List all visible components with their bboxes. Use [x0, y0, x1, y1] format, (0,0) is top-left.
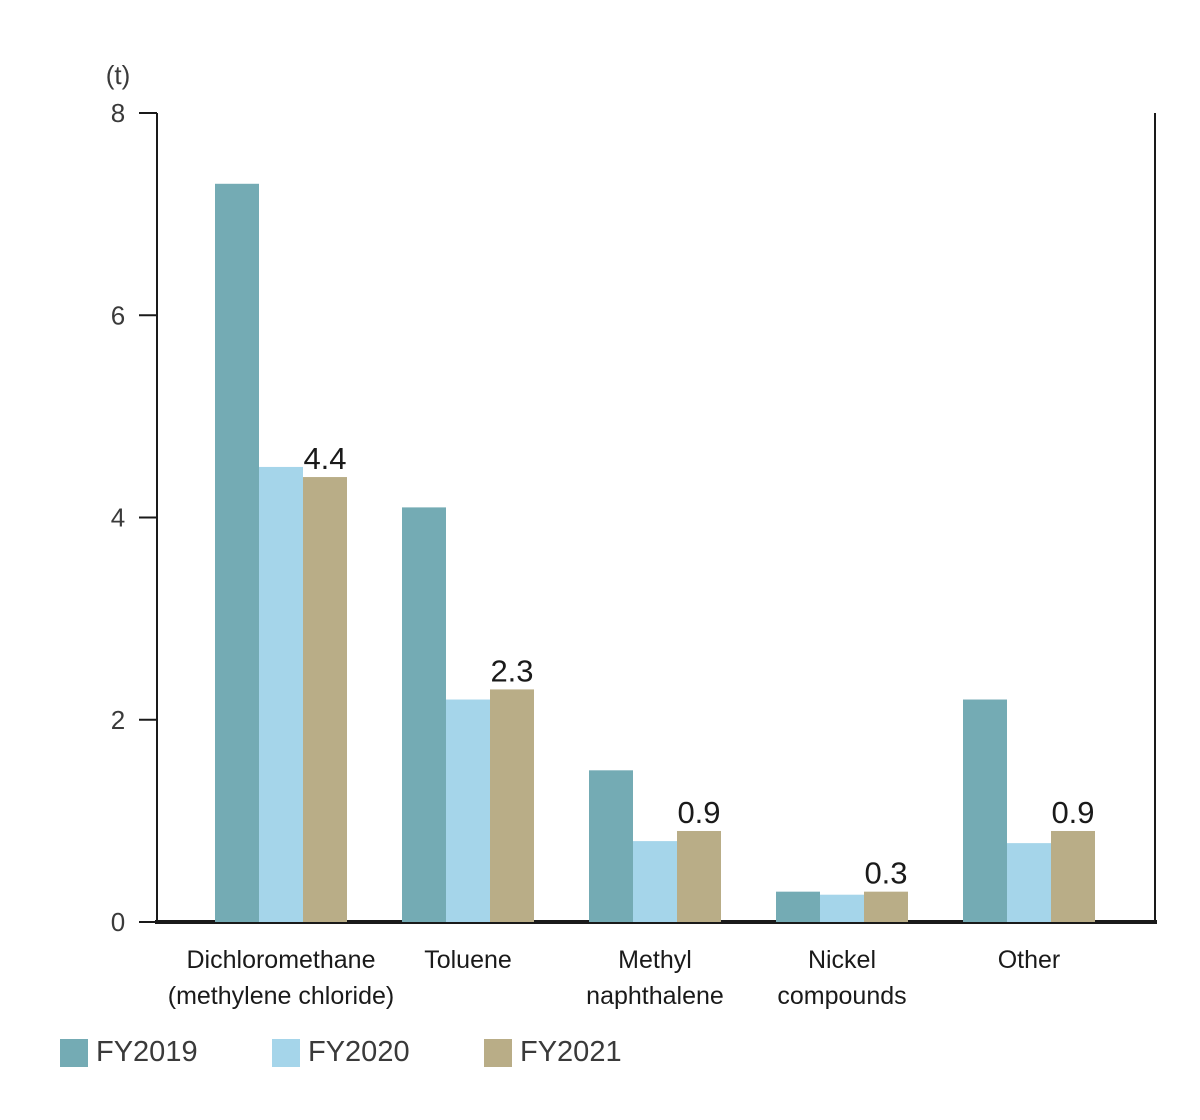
y-tick-label: 4: [111, 503, 125, 533]
bar-fy2019-4: [963, 699, 1007, 922]
category-labels: Dichloromethane (methylene chloride) Tolue…: [168, 946, 1061, 1010]
category-label: Dichloromethane: [187, 946, 376, 974]
category-label: Toluene: [424, 946, 512, 974]
legend-label: FY2021: [520, 1036, 622, 1068]
category-label: Nickel: [808, 946, 876, 974]
legend-label: FY2020: [308, 1036, 410, 1068]
bar-fy2020-1: [446, 699, 490, 922]
category-label: (methylene chloride): [168, 982, 395, 1010]
category-label: Methyl: [618, 946, 692, 974]
legend-item-fy2020: FY2020: [272, 1036, 484, 1069]
legend-swatch: [484, 1038, 512, 1067]
y-tick-label: 0: [111, 907, 125, 937]
y-tick-label: 6: [111, 300, 125, 330]
data-label: 0.3: [864, 856, 907, 891]
legend-item-fy2021: FY2021: [484, 1036, 696, 1069]
category-label: compounds: [777, 982, 906, 1010]
legend-swatch: [60, 1038, 88, 1067]
legend-label: FY2019: [96, 1036, 198, 1068]
bar-fy2021-1: [490, 689, 534, 922]
bars: [215, 183, 1095, 923]
bar-fy2021-0: [303, 477, 347, 922]
bar-fy2019-1: [402, 507, 446, 922]
data-label: 4.4: [303, 441, 346, 476]
legend-swatch: [272, 1038, 300, 1067]
bar-fy2019-0: [215, 183, 259, 923]
bar-fy2021-3: [864, 891, 908, 922]
bar-fy2021-2: [677, 830, 721, 922]
data-labels: 4.4 2.3 0.9 0.3 0.9: [303, 441, 1094, 891]
legend: FY2019 FY2020 FY2021: [60, 1036, 696, 1069]
data-label: 0.9: [1051, 795, 1094, 830]
bar-fy2021-4: [1051, 830, 1095, 922]
data-label: 2.3: [490, 653, 533, 688]
y-tick-label: 8: [111, 98, 125, 128]
bar-fy2019-3: [776, 891, 820, 922]
category-label: naphthalene: [586, 982, 724, 1010]
y-unit-label: (t): [106, 60, 131, 90]
bar-fy2020-4: [1007, 843, 1051, 922]
y-tick-label: 2: [111, 705, 125, 735]
category-label: Other: [998, 946, 1061, 974]
data-label: 0.9: [677, 795, 720, 830]
bar-fy2020-0: [259, 466, 303, 922]
bar-fy2020-3: [820, 894, 864, 922]
legend-item-fy2019: FY2019: [60, 1036, 272, 1069]
bar-fy2020-2: [633, 841, 677, 922]
bar-fy2019-2: [589, 770, 633, 922]
y-ticks: 0 2 4 6 8: [111, 98, 157, 937]
